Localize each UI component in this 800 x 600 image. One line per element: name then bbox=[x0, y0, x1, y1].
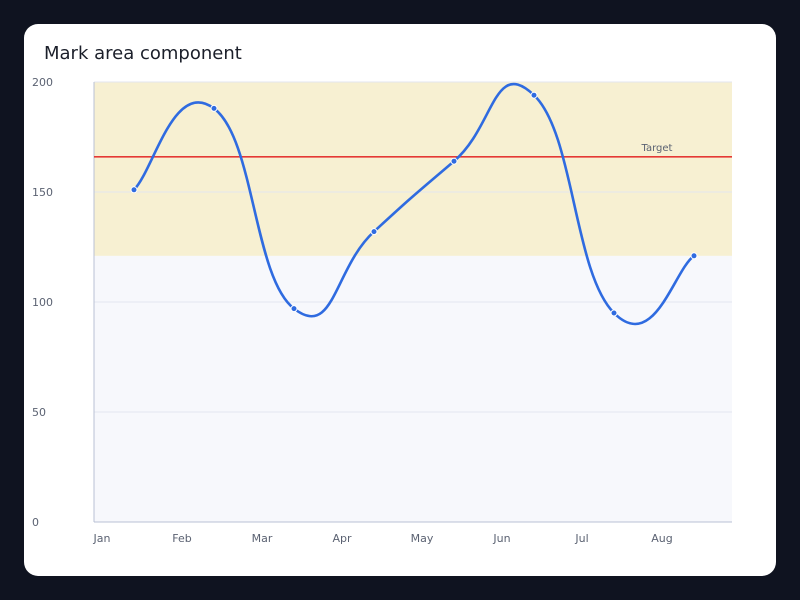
y-tick-label: 50 bbox=[32, 406, 46, 419]
x-tick-label: Mar bbox=[252, 532, 273, 545]
x-tick-label: Jun bbox=[492, 532, 510, 545]
data-point[interactable] bbox=[370, 228, 378, 236]
series-line bbox=[133, 82, 695, 325]
data-point[interactable] bbox=[530, 91, 538, 99]
data-point[interactable] bbox=[690, 252, 698, 260]
chart-card: Mark area component Target 0 50 100 150 200 … bbox=[24, 24, 776, 576]
y-tick-label: 150 bbox=[32, 186, 53, 199]
x-tick-label: Jul bbox=[574, 532, 588, 545]
x-tick-label: Apr bbox=[332, 532, 352, 545]
data-point[interactable] bbox=[610, 309, 618, 317]
x-tick-label: Feb bbox=[172, 532, 191, 545]
y-tick-label: 0 bbox=[32, 516, 39, 529]
x-tick-label: Jan bbox=[93, 532, 111, 545]
target-label: Target bbox=[641, 143, 673, 154]
data-point[interactable] bbox=[210, 104, 218, 112]
data-point[interactable] bbox=[450, 157, 458, 165]
chart-title: Mark area component bbox=[44, 43, 242, 64]
y-tick-label: 100 bbox=[32, 296, 53, 309]
x-tick-label: Aug bbox=[651, 532, 672, 545]
y-tick-label: 200 bbox=[32, 76, 53, 89]
data-point[interactable] bbox=[130, 186, 138, 194]
mark-area bbox=[94, 82, 732, 256]
line-chart: Target 0 50 100 150 200 Jan Feb Mar Apr May Jun Ju… bbox=[32, 76, 732, 545]
x-tick-label: May bbox=[411, 532, 434, 545]
data-point[interactable] bbox=[290, 305, 298, 313]
